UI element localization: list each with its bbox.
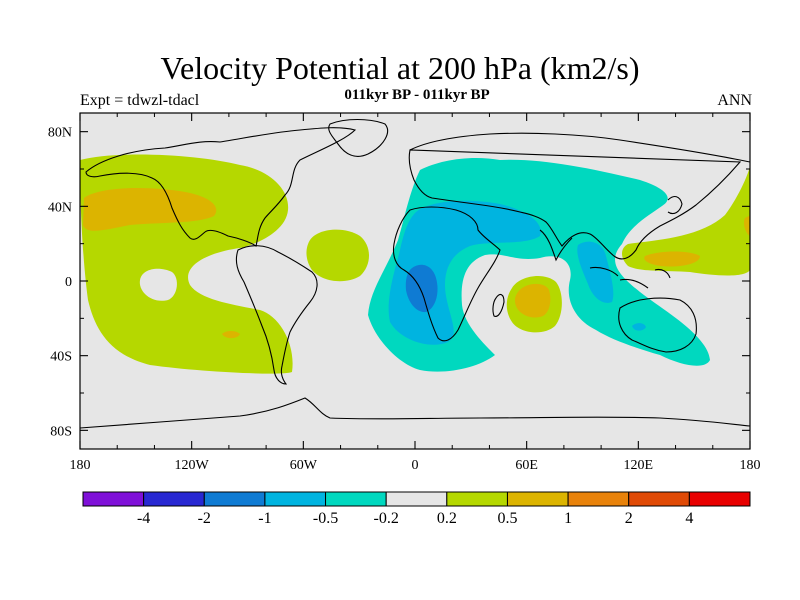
japan-coast-icon bbox=[667, 195, 683, 215]
colorbar-swatch bbox=[506, 491, 569, 507]
lon-tick-label: 120E bbox=[624, 458, 654, 473]
lon-tick-label: 120W bbox=[175, 458, 210, 473]
colorbar-label: 4 bbox=[685, 510, 693, 527]
atlantic-positive-region bbox=[306, 229, 369, 282]
eurasia-coast-icon bbox=[408, 132, 750, 260]
africa-coast-icon bbox=[392, 206, 501, 342]
coastlines bbox=[80, 118, 750, 429]
colorbar-swatch bbox=[264, 491, 327, 507]
colorbar-label: -1 bbox=[258, 510, 271, 527]
indonesia-coast-icon bbox=[589, 266, 671, 289]
pacific-neutral-hole bbox=[139, 268, 177, 301]
lat-tick-label: 80S bbox=[50, 424, 72, 439]
lon-tick-label: 60E bbox=[515, 458, 538, 473]
colorbar-label: -0.2 bbox=[374, 510, 399, 527]
south-america-coast-icon bbox=[235, 245, 318, 385]
africa-negative-max bbox=[405, 264, 438, 313]
experiment-label: Expt = tdwzl-tdacl bbox=[80, 92, 200, 109]
lat-tick-label: 40N bbox=[48, 200, 72, 215]
colorbar-label: -0.5 bbox=[313, 510, 338, 527]
lat-tick-label: 40S bbox=[50, 350, 72, 365]
colorbar: -4 -2 -1 -0.5 -0.2 0.2 0.5 1 2 4 bbox=[82, 491, 751, 527]
pacific-positive-small-max bbox=[222, 331, 240, 339]
lon-tick-label: 180 bbox=[740, 458, 761, 473]
colorbar-label: 0.2 bbox=[437, 510, 457, 527]
india-coast-icon bbox=[539, 229, 573, 262]
colorbar-swatch bbox=[203, 491, 266, 507]
dateline-positive-max bbox=[743, 216, 750, 236]
colorbar-swatch bbox=[628, 491, 690, 507]
colorbar-label: 0.5 bbox=[497, 510, 517, 527]
lat-tick-label: 80N bbox=[48, 126, 72, 141]
colorbar-swatch bbox=[688, 491, 751, 507]
antarctica-coast-icon bbox=[80, 397, 750, 429]
colorbar-label: 1 bbox=[564, 510, 572, 527]
colorbar-swatch bbox=[143, 491, 205, 507]
indian-ocean-positive-max bbox=[514, 283, 551, 318]
west-pacific-positive-max bbox=[644, 251, 700, 267]
australia-negative-spot bbox=[632, 323, 646, 331]
colorbar-swatch bbox=[385, 491, 448, 507]
lon-tick-label: 0 bbox=[412, 458, 419, 473]
greenland-coast-icon bbox=[328, 118, 389, 157]
west-pacific-positive-region bbox=[622, 165, 750, 276]
colorbar-swatch bbox=[325, 491, 387, 507]
lon-tick-label: 60W bbox=[290, 458, 318, 473]
lon-tick-label: 180 bbox=[70, 458, 91, 473]
colorbar-swatch bbox=[446, 491, 508, 507]
colorbar-label: -4 bbox=[137, 510, 150, 527]
colorbar-swatch bbox=[82, 491, 145, 507]
plot-title: Velocity Potential at 200 hPa (km2/s) bbox=[160, 50, 640, 86]
colorbar-label: 2 bbox=[625, 510, 633, 527]
longitude-axis: 180 120W 60W 0 60E 120E 180 bbox=[70, 113, 761, 473]
contour-fields bbox=[80, 154, 750, 374]
pacific-positive-max bbox=[83, 188, 217, 231]
latitude-axis: 80N 40N 0 40S 80S bbox=[48, 126, 750, 439]
north-america-coast-icon bbox=[85, 127, 357, 247]
maritime-continent-negative-region bbox=[577, 241, 614, 303]
colorbar-label: -2 bbox=[198, 510, 211, 527]
madagascar-coast-icon bbox=[492, 293, 505, 317]
colorbar-swatch bbox=[567, 491, 630, 507]
australia-coast-icon bbox=[618, 297, 697, 353]
plot-subtitle: 011kyr BP - 011kyr BP bbox=[344, 87, 490, 103]
lat-tick-label: 0 bbox=[65, 275, 72, 290]
season-label: ANN bbox=[717, 92, 752, 109]
